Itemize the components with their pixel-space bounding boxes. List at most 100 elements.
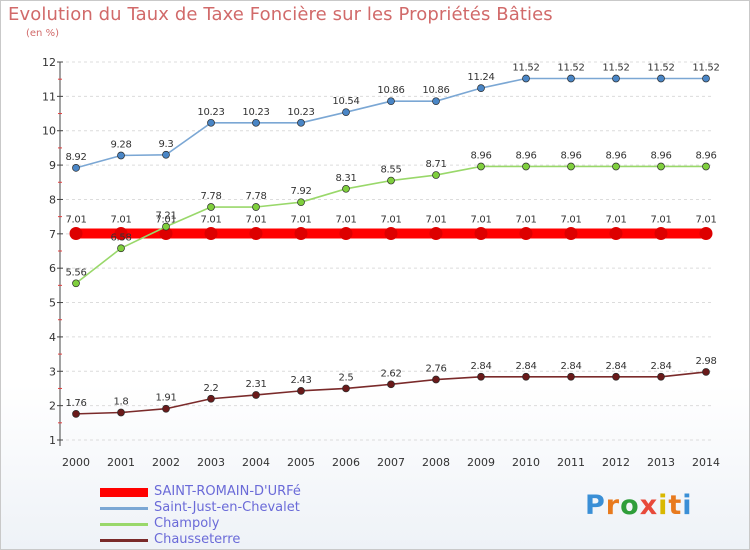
data-point [252, 203, 260, 211]
data-label: 9.3 [158, 139, 173, 150]
data-label: 10.23 [242, 107, 269, 118]
data-label: 8.92 [65, 152, 86, 163]
data-point [207, 394, 215, 403]
data-point [657, 74, 665, 83]
data-label: 2.43 [290, 375, 311, 386]
data-point [297, 118, 305, 127]
data-point [567, 372, 575, 381]
data-label: 7.01 [695, 214, 716, 225]
x-tick-label: 2014 [692, 456, 720, 469]
data-point [342, 384, 350, 393]
y-tick-label: 11 [42, 90, 56, 103]
data-point [657, 162, 665, 171]
data-label: 7.78 [200, 191, 221, 202]
data-point [432, 375, 440, 384]
data-label: 2.84 [560, 361, 581, 372]
data-point [252, 118, 260, 127]
data-point [654, 226, 668, 240]
data-point [117, 408, 125, 417]
data-point [702, 74, 710, 83]
data-label: 2.98 [695, 356, 716, 367]
data-point [702, 162, 710, 171]
chart-title: Evolution du Taux de Taxe Foncière sur l… [8, 4, 553, 25]
data-label: 11.24 [467, 72, 494, 83]
data-label: 7.01 [110, 214, 131, 225]
logo-letter: i [682, 490, 693, 521]
y-tick-label: 1 [49, 434, 56, 447]
logo-letter: P [585, 490, 606, 521]
data-label: 2.62 [380, 368, 401, 379]
data-label: 7.92 [290, 186, 311, 197]
proxiti-logo: Proxiti [585, 490, 693, 521]
data-point [297, 198, 305, 207]
data-point [567, 162, 575, 171]
data-label: 10.23 [287, 107, 314, 118]
data-point [159, 226, 173, 240]
data-point [252, 391, 260, 399]
x-tick-label: 2012 [602, 456, 630, 469]
y-tick-label: 8 [49, 193, 56, 206]
data-label: 10.54 [332, 96, 359, 107]
data-label: 11.52 [647, 62, 674, 73]
data-label: 8.31 [335, 173, 356, 184]
data-point [429, 226, 443, 240]
data-label: 8.96 [650, 150, 671, 161]
data-point [162, 222, 170, 231]
data-point [702, 368, 710, 376]
data-point [117, 244, 125, 253]
data-label: 9.28 [110, 139, 131, 150]
legend-swatch [100, 539, 148, 542]
data-label: 10.23 [197, 107, 224, 118]
data-label: 2.76 [425, 364, 446, 375]
data-point [162, 404, 170, 413]
data-point [69, 226, 83, 240]
data-point [162, 150, 170, 159]
x-tick-label: 2013 [647, 456, 675, 469]
data-label: 1.91 [155, 393, 176, 404]
data-label: 8.55 [380, 165, 401, 176]
data-point [567, 74, 575, 83]
x-tick-label: 2004 [242, 456, 270, 469]
data-label: 11.52 [692, 62, 719, 73]
data-point [657, 372, 665, 381]
data-label: 7.21 [155, 211, 176, 222]
data-label: 8.71 [425, 159, 446, 170]
legend-label: Saint-Just-en-Chevalet [154, 500, 300, 515]
chart-unit-label: (en %) [26, 28, 59, 39]
data-label: 7.01 [155, 214, 176, 225]
data-label: 7.01 [425, 214, 446, 225]
data-point [609, 226, 623, 240]
data-label: 11.52 [602, 62, 629, 73]
data-point [387, 176, 395, 185]
data-label: 8.96 [560, 150, 581, 161]
y-tick-label: 3 [49, 365, 56, 378]
logo-letter: r [605, 490, 621, 521]
x-tick-label: 2006 [332, 456, 360, 469]
data-point [339, 226, 353, 240]
legend-swatch [100, 488, 148, 497]
data-point [387, 380, 395, 389]
data-label: 7.01 [650, 214, 671, 225]
x-tick-label: 2010 [512, 456, 540, 469]
data-point [204, 226, 218, 240]
x-tick-label: 2009 [467, 456, 495, 469]
data-point [342, 184, 350, 193]
data-point [474, 226, 488, 240]
data-label: 10.86 [422, 85, 449, 96]
data-point [72, 410, 80, 418]
x-tick-label: 2003 [197, 456, 225, 469]
data-label: 8.96 [695, 150, 716, 161]
data-point [699, 226, 713, 240]
data-label: 1.8 [113, 397, 128, 408]
data-label: 2.84 [470, 361, 491, 372]
data-label: 2.5 [338, 372, 353, 383]
data-point [612, 74, 620, 83]
y-tick-label: 9 [49, 159, 56, 172]
data-label: 7.01 [335, 214, 356, 225]
data-label: 6.58 [110, 232, 131, 243]
data-label: 10.86 [377, 85, 404, 96]
data-label: 7.78 [245, 191, 266, 202]
data-point [294, 226, 308, 240]
data-label: 2.31 [245, 379, 266, 390]
